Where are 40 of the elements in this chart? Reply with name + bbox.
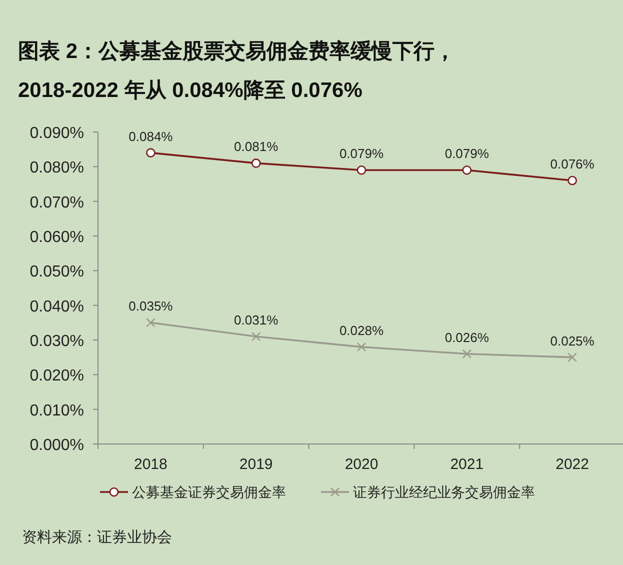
data-label: 0.079% bbox=[444, 146, 490, 162]
y-tick-label: 0.030% bbox=[30, 333, 84, 350]
data-label: 0.026% bbox=[444, 330, 490, 345]
point bbox=[356, 165, 366, 175]
chart-subtitle: 2018-2022 年从 0.084%降至 0.076% bbox=[18, 79, 363, 102]
point bbox=[146, 318, 156, 328]
y-tick-label: 0.040% bbox=[30, 298, 84, 316]
point bbox=[251, 158, 261, 168]
data-label: 0.084% bbox=[128, 128, 174, 144]
data-label: 0.079% bbox=[339, 146, 384, 162]
data-label: 0.035% bbox=[128, 298, 174, 314]
y-tick-label: 0.080% bbox=[30, 160, 84, 177]
point bbox=[356, 342, 366, 352]
point bbox=[251, 332, 261, 342]
y-tick-label: 0.020% bbox=[30, 368, 84, 385]
data-label: 0.028% bbox=[339, 322, 384, 338]
legend-label: 公募基金证券交易佣金率 bbox=[132, 484, 286, 500]
x-tick-label: 2021 bbox=[450, 456, 484, 473]
y-tick-label: 0.010% bbox=[30, 402, 84, 420]
y-tick-label: 0.000% bbox=[30, 437, 84, 454]
data-label: 0.081% bbox=[234, 139, 279, 154]
data-label: 0.076% bbox=[550, 156, 595, 172]
y-tick-label: 0.050% bbox=[30, 264, 84, 281]
text: 资料来源：证券业协会 bbox=[22, 529, 172, 546]
point bbox=[568, 352, 577, 362]
x-tick-label: 2018 bbox=[134, 456, 168, 473]
x-tick-label: 2020 bbox=[344, 456, 378, 473]
data-label: 0.025% bbox=[550, 333, 595, 348]
data-label: 0.031% bbox=[234, 312, 279, 328]
y-tick-label: 0.070% bbox=[30, 194, 84, 212]
point bbox=[568, 176, 577, 186]
x-tick-label: 2022 bbox=[556, 456, 589, 473]
x-tick-label: 2019 bbox=[239, 456, 273, 473]
point bbox=[462, 349, 472, 359]
legend-label: 证券行业经纪业务交易佣金率 bbox=[353, 484, 535, 500]
y-tick-label: 0.090% bbox=[30, 125, 84, 142]
y-tick-label: 0.060% bbox=[30, 229, 84, 246]
point bbox=[146, 148, 156, 158]
point bbox=[462, 165, 472, 175]
chart-title: 图表 2：公募基金股票交易佣金费率缓慢下行， bbox=[18, 39, 456, 63]
